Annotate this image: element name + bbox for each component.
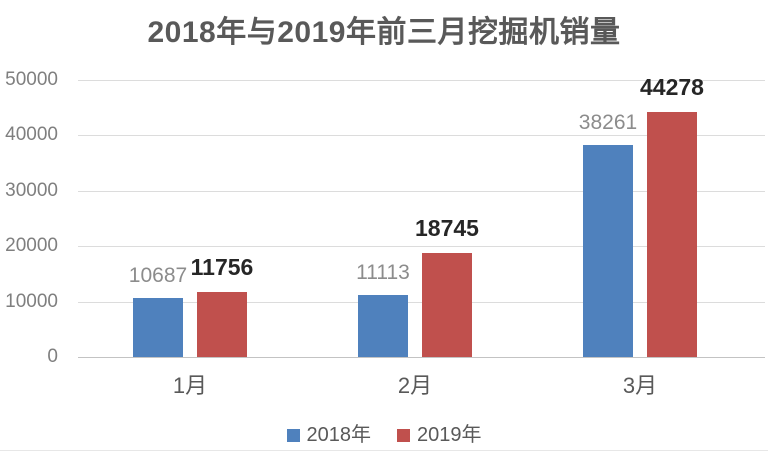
legend-item-2018年: 2018年 [286, 423, 372, 447]
y-axis-tick-label: 50000 [5, 69, 58, 90]
data-label: 11756 [190, 254, 254, 280]
category-label: 1月 [172, 373, 208, 398]
legend: 2018年 2019年 [0, 423, 768, 447]
data-label: 11113 [356, 261, 410, 284]
bottom-divider [0, 450, 768, 451]
category-label: 3月 [622, 373, 658, 398]
chart-title: 2018年与2019年前三月挖掘机销量 [147, 16, 621, 49]
gridline [78, 135, 765, 136]
y-axis-tick-label: 40000 [5, 124, 58, 145]
gridline [78, 80, 765, 81]
data-label: 18745 [415, 215, 479, 241]
x-axis-line [78, 357, 765, 358]
bar-2019年-2月 [422, 253, 472, 357]
data-label: 44278 [640, 74, 704, 100]
y-axis-tick-label: 30000 [5, 180, 58, 201]
legend-label: 2018年 [306, 424, 372, 446]
y-axis-tick-label: 10000 [5, 291, 58, 312]
legend-swatch [286, 428, 300, 442]
y-axis-tick-label: 20000 [5, 235, 58, 256]
gridline [78, 191, 765, 192]
bar-2018年-1月 [133, 298, 183, 357]
legend-label: 2019年 [417, 424, 482, 446]
gridline [78, 302, 765, 303]
bar-2018年-2月 [358, 295, 408, 357]
bar-2018年-3月 [583, 145, 633, 357]
y-axis-tick-label: 0 [47, 346, 58, 367]
legend-item-2019年: 2019年 [397, 423, 482, 447]
data-label: 38261 [578, 111, 638, 134]
bar-2019年-3月 [647, 112, 697, 357]
gridline [78, 246, 765, 247]
legend-swatch [397, 428, 410, 442]
bar-2019年-1月 [197, 292, 247, 357]
data-label: 10687 [128, 264, 188, 287]
category-label: 2月 [397, 373, 433, 398]
